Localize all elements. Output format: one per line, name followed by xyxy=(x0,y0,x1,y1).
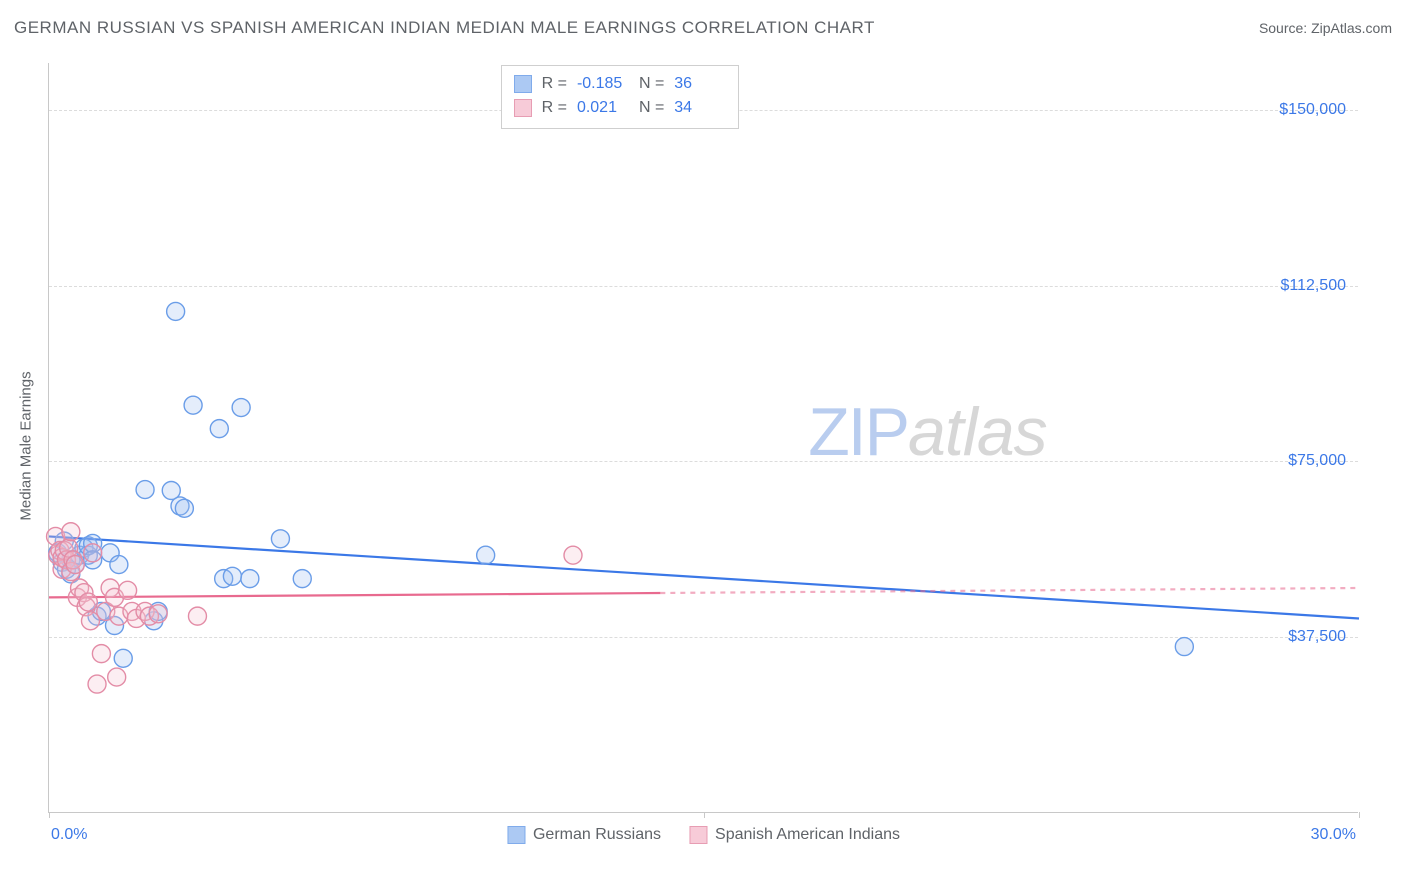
x-tick-max: 30.0% xyxy=(1311,826,1356,844)
scatter-point xyxy=(114,649,132,667)
scatter-point xyxy=(271,530,289,548)
x-tick-mark xyxy=(704,812,705,818)
stat-r-label: R = xyxy=(542,72,567,96)
scatter-point xyxy=(149,605,167,623)
scatter-point xyxy=(210,420,228,438)
scatter-point xyxy=(232,399,250,417)
scatter-point xyxy=(66,556,84,574)
scatter-point xyxy=(1175,638,1193,656)
source-label: Source: ZipAtlas.com xyxy=(1259,20,1392,36)
stat-r-label: R = xyxy=(542,96,567,120)
scatter-point xyxy=(84,544,102,562)
scatter-point xyxy=(184,396,202,414)
stat-row: R = -0.185 N = 36 xyxy=(514,72,727,96)
x-tick-min: 0.0% xyxy=(51,826,87,844)
scatter-point xyxy=(108,668,126,686)
scatter-point xyxy=(136,481,154,499)
plot-area: $37,500$75,000$112,500$150,000 ZIPatlas … xyxy=(48,63,1358,813)
legend-swatch xyxy=(514,99,532,117)
scatter-point xyxy=(92,645,110,663)
scatter-point xyxy=(188,607,206,625)
scatter-point xyxy=(241,570,259,588)
stat-n-value: 34 xyxy=(674,96,726,120)
legend-swatch xyxy=(689,826,707,844)
stat-n-value: 36 xyxy=(674,72,726,96)
correlation-stats-box: R = -0.185 N = 36 R = 0.021 N = 34 xyxy=(501,65,740,129)
stat-r-value: 0.021 xyxy=(577,96,629,120)
x-tick-mark xyxy=(49,812,50,818)
legend-swatch xyxy=(514,75,532,93)
scatter-point xyxy=(79,593,97,611)
scatter-point xyxy=(62,523,80,541)
trend-line-dashed xyxy=(660,588,1359,593)
x-tick-mark xyxy=(1359,812,1360,818)
chart-title: GERMAN RUSSIAN VS SPANISH AMERICAN INDIA… xyxy=(14,18,875,38)
trend-line xyxy=(49,593,660,597)
scatter-point xyxy=(119,581,137,599)
scatter-point xyxy=(167,302,185,320)
legend-swatch xyxy=(507,826,525,844)
scatter-point xyxy=(223,567,241,585)
scatter-point xyxy=(293,570,311,588)
legend-label: German Russians xyxy=(533,826,661,844)
stat-n-label: N = xyxy=(639,72,664,96)
legend-item: German Russians xyxy=(507,826,661,844)
scatter-point xyxy=(88,675,106,693)
scatter-svg xyxy=(49,63,1358,812)
scatter-point xyxy=(477,546,495,564)
legend-label: Spanish American Indians xyxy=(715,826,900,844)
legend-item: Spanish American Indians xyxy=(689,826,900,844)
scatter-point xyxy=(110,556,128,574)
scatter-point xyxy=(564,546,582,564)
bottom-legend: German Russians Spanish American Indians xyxy=(507,826,900,844)
stat-r-value: -0.185 xyxy=(577,72,629,96)
stat-row: R = 0.021 N = 34 xyxy=(514,96,727,120)
stat-n-label: N = xyxy=(639,96,664,120)
scatter-point xyxy=(175,499,193,517)
y-axis-label: Median Male Earnings xyxy=(18,371,35,520)
